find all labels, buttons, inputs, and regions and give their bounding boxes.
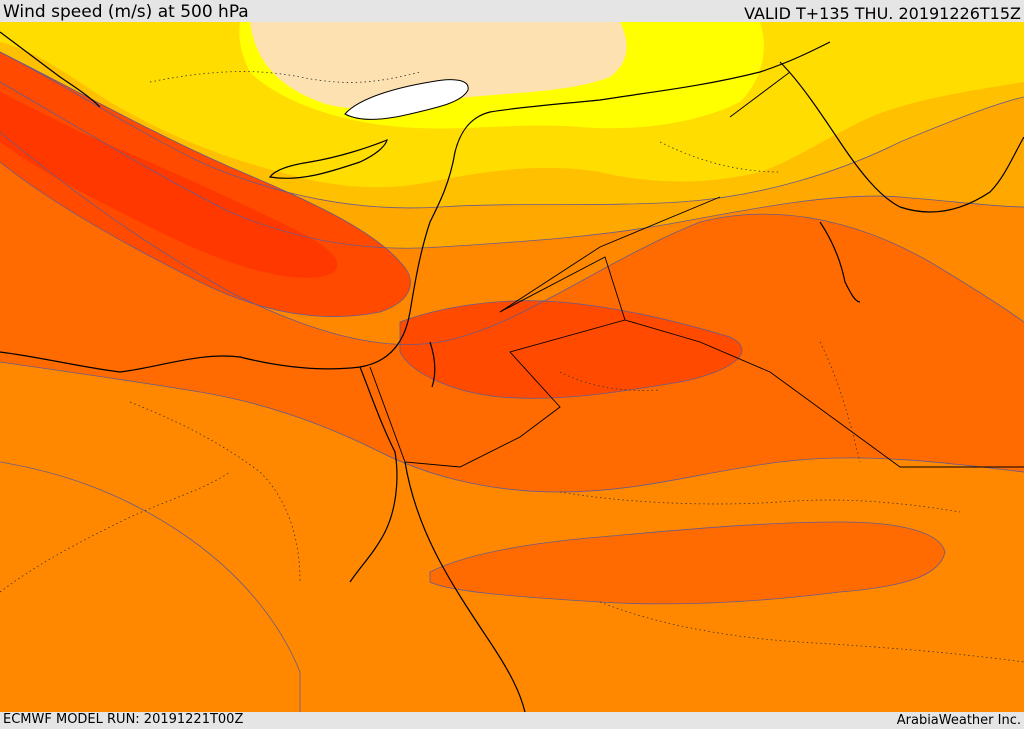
lake	[344, 79, 469, 120]
model-run-label: ECMWF MODEL RUN: 20191221T00Z	[3, 712, 244, 727]
footer-bar: ECMWF MODEL RUN: 20191221T00Z ArabiaWeat…	[0, 712, 1024, 729]
wind-speed-map	[0, 22, 1024, 712]
contour-lines	[0, 51, 1024, 712]
header-bar: Wind speed (m/s) at 500 hPa VALID T+135 …	[0, 0, 1024, 23]
admin-boundaries	[0, 71, 1024, 663]
band-jet-core-east	[400, 300, 742, 399]
coastlines	[0, 31, 1024, 712]
borders	[369, 71, 1024, 468]
band-max	[0, 92, 338, 278]
band-orange-3	[0, 132, 1024, 492]
band-southern-jet	[430, 522, 945, 604]
valid-time: VALID T+135 THU. 20191226T15Z	[744, 4, 1021, 23]
band-pale	[250, 22, 627, 109]
credit-label: ArabiaWeather Inc.	[896, 713, 1021, 728]
map-title: Wind speed (m/s) at 500 hPa	[3, 2, 249, 22]
